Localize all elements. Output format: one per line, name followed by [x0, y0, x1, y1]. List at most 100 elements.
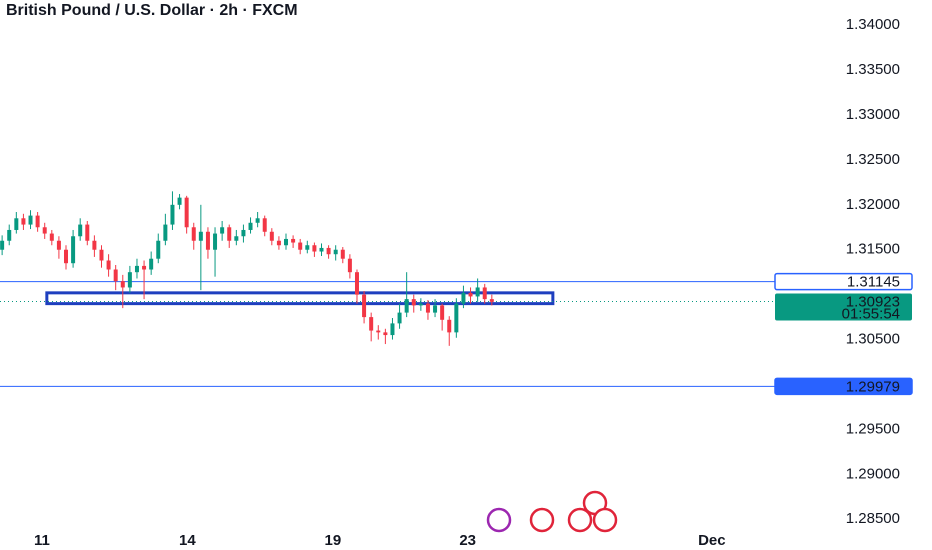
candle-body: [14, 218, 19, 230]
horizontal-line-label-box: [774, 272, 913, 291]
x-tick-label: 14: [179, 532, 196, 549]
candle-body: [440, 305, 445, 320]
candle-body: [156, 240, 161, 259]
candle-body: [333, 249, 338, 255]
candle-body: [227, 227, 232, 241]
last-price-label: 1.30923: [846, 294, 900, 311]
candle-body: [7, 229, 12, 241]
x-tick-label: 23: [459, 532, 476, 549]
candle-body: [149, 258, 154, 270]
x-tick-label: Dec: [698, 532, 726, 549]
candle-body: [284, 238, 289, 246]
candle-body: [213, 233, 218, 250]
candle-body: [113, 269, 118, 282]
candle-body: [291, 238, 296, 243]
candle-body: [220, 227, 225, 234]
candle-body: [362, 294, 367, 318]
flag-icon: [529, 507, 555, 533]
candle-body: [99, 249, 104, 261]
candle-body: [468, 292, 473, 297]
candle-body: [376, 330, 381, 333]
candle-body: [0, 240, 5, 250]
candle-body: [71, 236, 76, 264]
countdown-label: 01:55:54: [842, 306, 900, 323]
candle-body: [184, 197, 189, 228]
candle-body: [298, 242, 303, 250]
candle-body: [177, 197, 182, 205]
candle-body: [418, 303, 423, 306]
last-price-box: [775, 293, 912, 321]
candle-body: [390, 323, 395, 336]
candle-body: [241, 229, 246, 237]
y-tick-label: 1.29000: [846, 465, 900, 482]
candle-body: [433, 305, 438, 313]
candle-body: [411, 299, 416, 306]
zone-rectangle: [45, 291, 555, 306]
candle-body: [461, 292, 466, 304]
candle-body: [35, 215, 40, 228]
y-tick-label: 1.30500: [846, 331, 900, 348]
y-tick-label: 1.32500: [846, 151, 900, 168]
candle-body: [305, 245, 310, 250]
flag-icon: [592, 507, 618, 533]
lightning-icon: [486, 507, 512, 533]
x-tick-label: 11: [34, 532, 50, 549]
candle-body: [340, 249, 345, 259]
candle-body: [262, 218, 267, 232]
candle-body: [255, 218, 260, 223]
candle-body: [78, 224, 83, 237]
candle-body: [134, 265, 139, 273]
candle-body: [205, 231, 210, 250]
candle-body: [269, 231, 274, 241]
y-tick-label: 1.34000: [846, 16, 900, 33]
candle-body: [248, 222, 253, 230]
candle-body: [234, 236, 239, 241]
chart-title: British Pound / U.S. Dollar · 2h · FXCM: [6, 2, 298, 19]
candle-body: [163, 224, 168, 241]
candle-body: [454, 303, 459, 333]
event-icons: [486, 490, 618, 533]
horizontal-line-label: 1.31145: [847, 274, 900, 291]
flag-icon: [567, 507, 593, 533]
candle-body: [106, 260, 111, 270]
y-tick-label: 1.32000: [846, 196, 900, 213]
x-tick-label: 19: [325, 532, 342, 549]
candle-body: [347, 258, 352, 273]
y-tick-label: 1.29500: [846, 420, 900, 437]
candle-body: [191, 227, 196, 241]
candle-body: [447, 319, 452, 333]
candle-body: [326, 247, 331, 255]
candle-body: [397, 312, 402, 324]
horizontal-line-label-box: [774, 377, 913, 396]
candle-body: [425, 303, 430, 313]
candle-body: [489, 299, 494, 302]
candle-body: [142, 265, 147, 270]
candle-body: [383, 332, 388, 336]
candle-body: [64, 249, 69, 264]
candle-body: [92, 240, 97, 250]
candle-body: [28, 215, 33, 225]
candle-body: [56, 240, 61, 250]
candle-body: [276, 240, 281, 246]
candle-body: [369, 317, 374, 331]
candle-body: [404, 299, 409, 313]
y-tick-label: 1.33000: [846, 106, 900, 123]
candle-body: [85, 224, 90, 241]
candle-body: [127, 272, 132, 288]
candle-body: [482, 287, 487, 300]
candle-body: [198, 231, 203, 241]
candle-body: [319, 247, 324, 252]
candle-body: [312, 245, 317, 252]
candle-body: [120, 281, 125, 288]
candle-body: [354, 272, 359, 295]
y-tick-label: 1.28500: [846, 510, 900, 527]
candle-body: [42, 227, 47, 234]
candle-body: [170, 204, 175, 225]
y-tick-label: 1.33500: [846, 61, 900, 78]
y-tick-label: 1.31500: [846, 241, 900, 258]
horizontal-line-label: 1.29979: [846, 378, 900, 395]
candle-body: [49, 233, 54, 241]
candle-body: [475, 287, 480, 297]
candle-body: [21, 218, 26, 225]
